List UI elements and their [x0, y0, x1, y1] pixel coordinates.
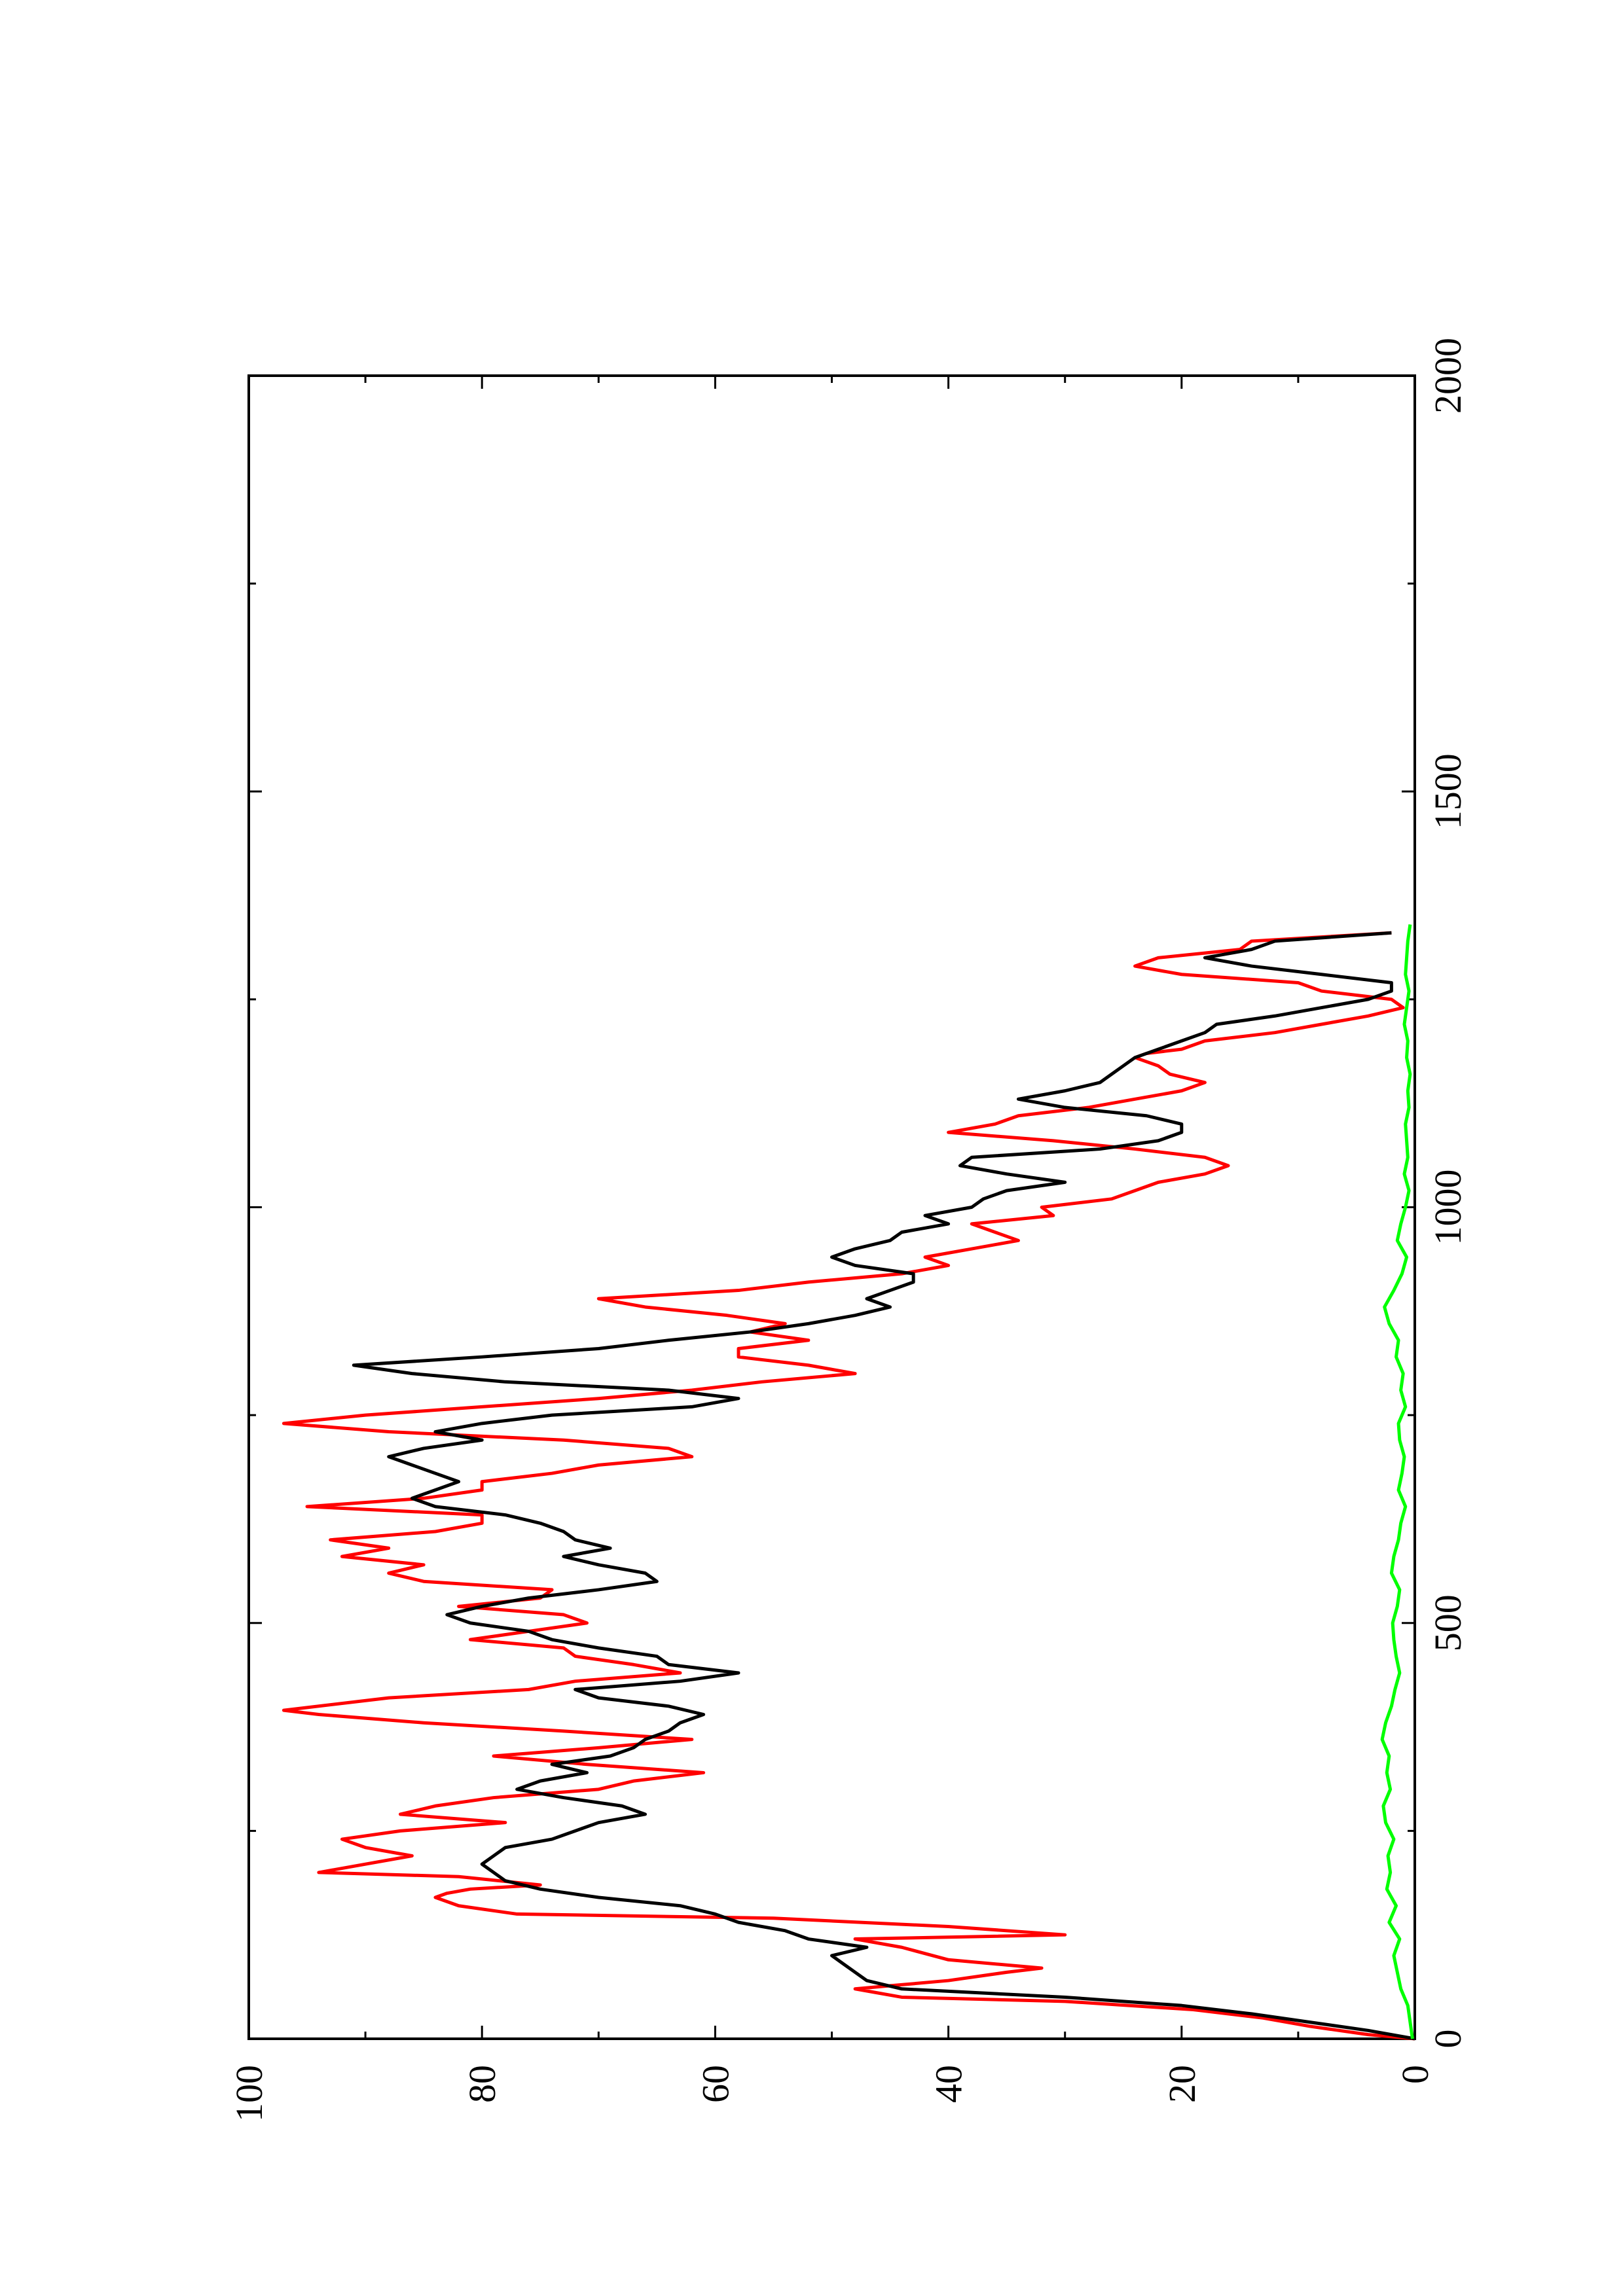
x-tick-label: 1000: [1427, 1170, 1469, 1246]
y-tick-label: 20: [1161, 2065, 1203, 2103]
y-tick-label: 60: [694, 2065, 737, 2103]
x-tick-label: 1500: [1427, 753, 1469, 829]
series-line-3: [1380, 924, 1414, 2039]
y-tick-label: 40: [928, 2065, 970, 2103]
x-tick-label: 0: [1427, 2030, 1469, 2049]
axis-ticks: [247, 374, 1416, 2040]
y-tick-label: 0: [1394, 2065, 1436, 2084]
series-line-2: [352, 931, 1415, 2041]
x-tick-label: 500: [1427, 1594, 1469, 1651]
series-group: [282, 924, 1415, 2041]
x-tick-label: 2000: [1427, 338, 1469, 414]
y-tick-label: 100: [228, 2065, 270, 2122]
tick-labels: 0 500 1000 1500 2000 0 20 40 60 80 100: [228, 338, 1469, 2122]
series-line-1: [282, 931, 1415, 2041]
y-tick-label: 80: [461, 2065, 503, 2103]
plot-frame: [247, 374, 1416, 2040]
